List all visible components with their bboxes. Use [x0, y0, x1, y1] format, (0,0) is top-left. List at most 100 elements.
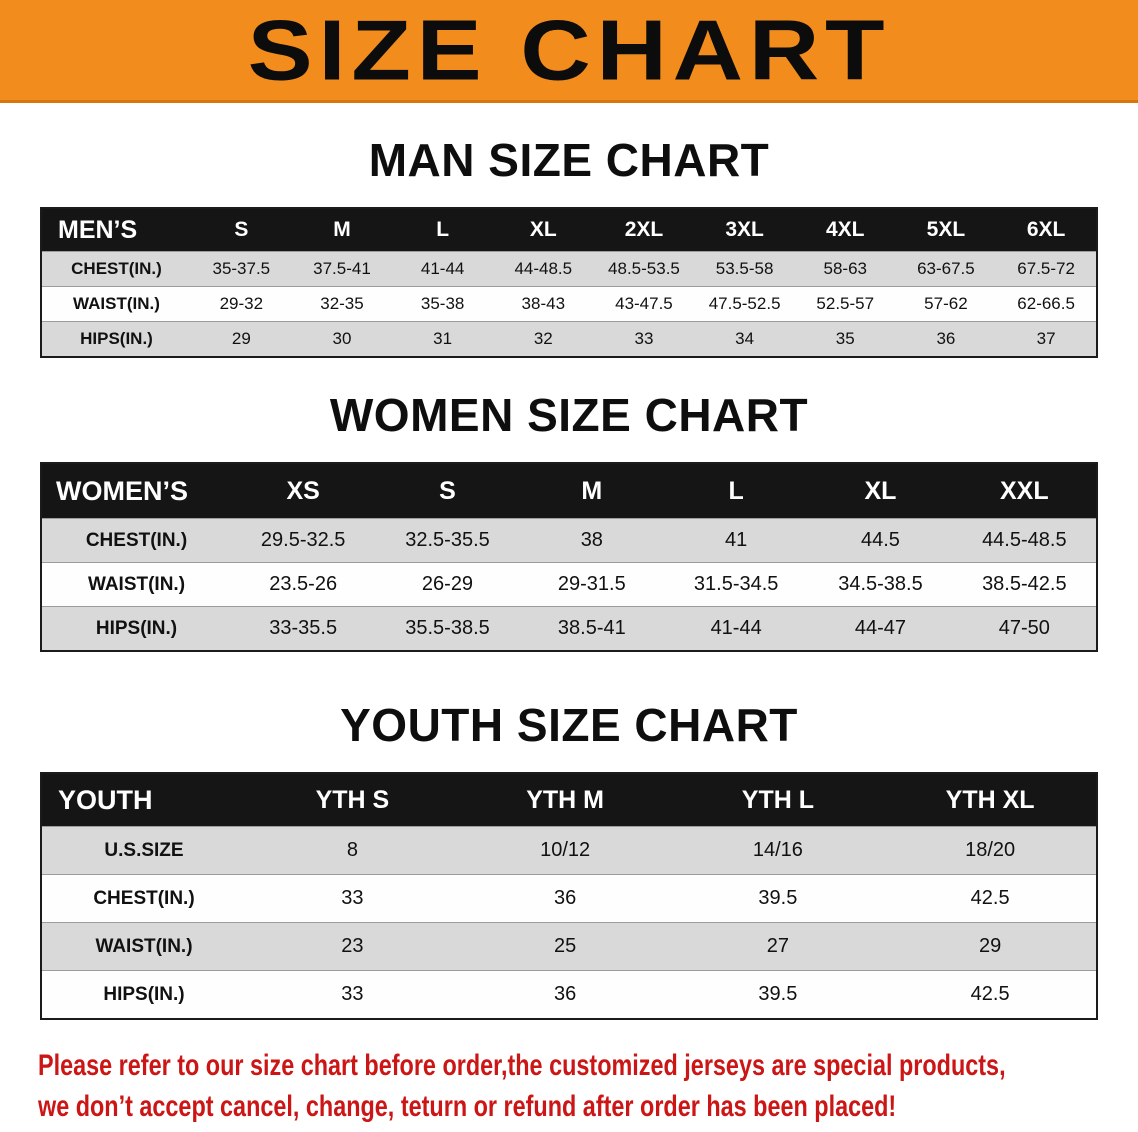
youth-corner-label: YOUTH — [41, 773, 246, 827]
size-value-cell: 30 — [291, 321, 393, 357]
women-size-table: WOMEN’S XS S M L XL XXL CHEST(IN.) 29.5-32.5 32.5… — [40, 462, 1098, 652]
size-value-cell: 33 — [246, 874, 459, 923]
men-size-table: MEN’S S M L XL 2XL 3XL 4XL 5XL 6XL CHEST(IN.) 35-37… — [40, 207, 1098, 358]
size-value-cell: 38.5-41 — [519, 606, 664, 651]
size-value-cell: 48.5-53.5 — [593, 251, 695, 287]
size-value-cell: 44.5 — [808, 518, 953, 563]
size-value-cell: 32.5-35.5 — [375, 518, 520, 563]
size-value-cell: 42.5 — [884, 970, 1097, 1019]
size-value-cell: 36 — [458, 970, 672, 1019]
youth-column-header: YTH S — [246, 773, 459, 827]
note-line-1: Please refer to our size chart before or… — [38, 1049, 1006, 1082]
men-chart-heading: MAN SIZE CHART — [368, 134, 770, 186]
size-value-cell: 31 — [392, 321, 493, 357]
row-label: CHEST(IN.) — [41, 874, 246, 923]
footer-note: Please refer to our size chart before or… — [38, 1046, 1138, 1126]
size-value-cell: 39.5 — [671, 874, 885, 923]
size-value-cell: 18/20 — [884, 826, 1097, 875]
banner: SIZE CHART — [0, 0, 1138, 103]
size-value-cell: 42.5 — [884, 874, 1097, 923]
size-value-cell: 37 — [996, 321, 1097, 357]
women-column-header: S — [375, 463, 520, 519]
women-column-header: XXL — [952, 463, 1097, 519]
row-label: WAIST(IN.) — [41, 286, 191, 322]
size-value-cell: 14/16 — [671, 826, 885, 875]
size-value-cell: 58-63 — [794, 251, 896, 287]
youth-column-header: YTH L — [671, 773, 885, 827]
size-value-cell: 10/12 — [458, 826, 672, 875]
men-column-header: 2XL — [593, 208, 695, 252]
women-size-chart-section: WOMEN SIZE CHART WOMEN’S XS S M L XL XXL CHEST(I… — [0, 388, 1138, 652]
youth-size-chart-section: YOUTH SIZE CHART YOUTH YTH S YTH M YTH L YTH … — [0, 698, 1138, 1020]
men-table-row: HIPS(IN.) 29 30 31 32 33 34 35 36 37 — [41, 321, 1097, 357]
size-value-cell: 31.5-34.5 — [663, 562, 809, 607]
charts-container: MAN SIZE CHART MEN’S S M L XL 2XL 3XL 4XL 5XL 6XL C… — [0, 133, 1138, 1020]
size-value-cell: 38 — [519, 518, 664, 563]
men-column-header: 5XL — [895, 208, 997, 252]
youth-size-table: YOUTH YTH S YTH M YTH L YTH XL U.S.SIZE 8 10/12… — [40, 772, 1098, 1020]
women-column-header: M — [519, 463, 664, 519]
women-chart-heading: WOMEN SIZE CHART — [329, 389, 809, 441]
size-value-cell: 29-31.5 — [519, 562, 664, 607]
row-label: WAIST(IN.) — [41, 922, 246, 971]
women-corner-label: WOMEN’S — [41, 463, 231, 519]
row-label: U.S.SIZE — [41, 826, 246, 875]
size-value-cell: 63-67.5 — [895, 251, 997, 287]
size-value-cell: 29 — [884, 922, 1097, 971]
size-value-cell: 44-48.5 — [492, 251, 594, 287]
size-value-cell: 23.5-26 — [231, 562, 376, 607]
row-label: HIPS(IN.) — [41, 606, 231, 651]
size-value-cell: 35 — [794, 321, 896, 357]
size-value-cell: 33 — [246, 970, 459, 1019]
size-value-cell: 25 — [458, 922, 672, 971]
size-value-cell: 67.5-72 — [996, 251, 1097, 287]
size-value-cell: 43-47.5 — [593, 286, 695, 322]
youth-chart-heading: YOUTH SIZE CHART — [340, 699, 798, 751]
size-value-cell: 32-35 — [291, 286, 393, 322]
women-column-header: L — [663, 463, 809, 519]
page-title: SIZE CHART — [247, 2, 891, 98]
women-column-header: XL — [808, 463, 953, 519]
youth-table-row: WAIST(IN.) 23 25 27 29 — [41, 922, 1097, 971]
size-value-cell: 34.5-38.5 — [808, 562, 953, 607]
size-value-cell: 47-50 — [952, 606, 1097, 651]
women-column-header: XS — [231, 463, 376, 519]
youth-table-row: U.S.SIZE 8 10/12 14/16 18/20 — [41, 826, 1097, 875]
size-value-cell: 41-44 — [392, 251, 493, 287]
youth-header-row: YOUTH YTH S YTH M YTH L YTH XL — [41, 773, 1097, 827]
youth-table-row: CHEST(IN.) 33 36 39.5 42.5 — [41, 874, 1097, 923]
row-label: HIPS(IN.) — [41, 321, 191, 357]
size-value-cell: 41-44 — [663, 606, 809, 651]
row-label: CHEST(IN.) — [41, 251, 191, 287]
size-value-cell: 62-66.5 — [996, 286, 1097, 322]
size-value-cell: 23 — [246, 922, 459, 971]
size-value-cell: 34 — [694, 321, 795, 357]
size-value-cell: 33-35.5 — [231, 606, 376, 651]
men-header-row: MEN’S S M L XL 2XL 3XL 4XL 5XL 6XL — [41, 208, 1097, 252]
size-value-cell: 29.5-32.5 — [231, 518, 376, 563]
size-value-cell: 44.5-48.5 — [952, 518, 1097, 563]
row-label: HIPS(IN.) — [41, 970, 246, 1019]
youth-column-header: YTH M — [458, 773, 672, 827]
size-value-cell: 53.5-58 — [694, 251, 795, 287]
size-value-cell: 47.5-52.5 — [694, 286, 795, 322]
men-table-row: WAIST(IN.) 29-32 32-35 35-38 38-43 43-47.5 47.… — [41, 286, 1097, 322]
men-size-chart-section: MAN SIZE CHART MEN’S S M L XL 2XL 3XL 4XL 5XL 6XL C… — [0, 133, 1138, 358]
men-column-header: M — [291, 208, 393, 252]
size-value-cell: 29-32 — [191, 286, 292, 322]
size-value-cell: 57-62 — [895, 286, 997, 322]
size-value-cell: 33 — [593, 321, 695, 357]
men-column-header: S — [191, 208, 292, 252]
men-column-header: 6XL — [996, 208, 1097, 252]
women-table-row: CHEST(IN.) 29.5-32.5 32.5-35.5 38 41 44.5 44.5… — [41, 518, 1097, 563]
women-table-row: HIPS(IN.) 33-35.5 35.5-38.5 38.5-41 41-44 44-… — [41, 606, 1097, 651]
men-corner-label: MEN’S — [41, 208, 191, 252]
men-column-header: 4XL — [794, 208, 896, 252]
size-value-cell: 29 — [191, 321, 292, 357]
size-value-cell: 8 — [246, 826, 459, 875]
size-value-cell: 37.5-41 — [291, 251, 393, 287]
size-value-cell: 36 — [458, 874, 672, 923]
size-value-cell: 26-29 — [375, 562, 520, 607]
size-value-cell: 38.5-42.5 — [952, 562, 1097, 607]
